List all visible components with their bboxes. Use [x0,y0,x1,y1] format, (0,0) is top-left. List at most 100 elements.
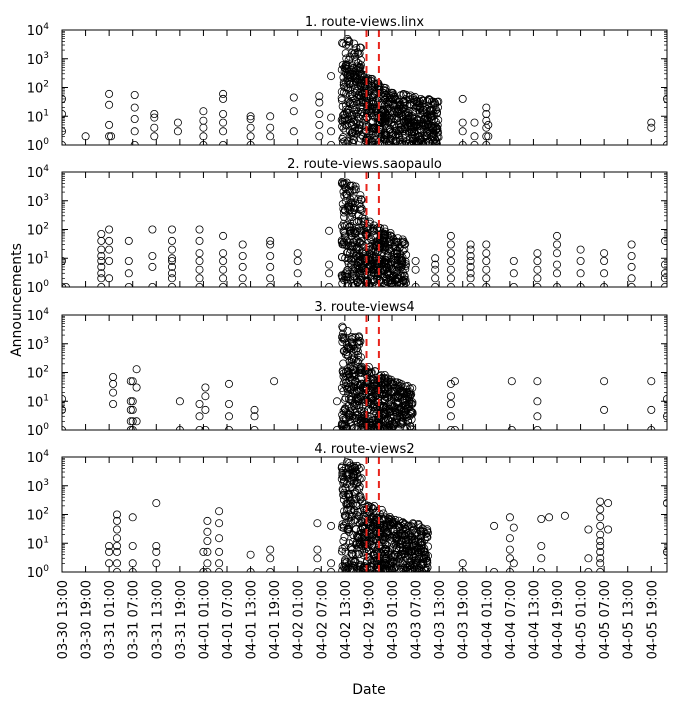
data-point [433,133,442,142]
data-point [342,60,351,69]
data-point [458,118,467,127]
data-point [270,377,279,386]
data-point [401,278,410,287]
data-point [266,274,275,283]
data-point [553,231,562,240]
data-point [126,397,135,406]
data-point [584,554,593,563]
data-point [113,547,122,556]
x-tick-label: 03-30 19:00 [80,580,95,659]
data-point [105,120,114,129]
data-point [195,249,204,258]
data-point [150,110,159,119]
data-point [404,389,413,398]
data-point [466,240,475,249]
data-point [130,127,139,136]
y-tick-label: 104 [27,22,50,39]
data-point [105,100,114,109]
x-tick-label: 04-01 13:00 [245,580,260,659]
data-point [406,391,415,400]
data-point [238,251,247,260]
data-point [152,542,161,551]
y-tick-label: 101 [27,108,49,125]
data-point [341,555,350,564]
data-point [363,222,372,231]
data-point [663,412,667,421]
data-point [356,56,365,65]
data-point [246,550,255,559]
data-point [411,265,420,274]
data-point [344,41,353,50]
x-tick-label: 04-03 07:00 [410,580,425,659]
data-point [576,256,585,265]
data-point [355,49,364,58]
data-point [338,323,347,332]
x-tick-label: 04-01 19:00 [268,580,283,659]
data-point [505,545,514,554]
data-point [340,488,349,497]
data-point [344,504,353,513]
data-point [289,93,298,102]
data-point [351,182,360,191]
data-point [215,507,224,516]
data-point [313,568,322,572]
data-point [401,257,410,266]
data-point [382,566,391,572]
data-point [408,408,417,417]
data-point [402,250,411,259]
data-point [203,559,212,568]
data-point [128,542,137,551]
data-point [354,414,363,423]
data-point [246,123,255,132]
data-point [596,542,605,551]
data-point [553,240,562,249]
data-point [173,118,182,127]
data-point [400,271,409,280]
data-point [507,377,516,386]
data-point [338,329,347,338]
data-point [405,388,414,397]
burst-cluster [337,458,432,572]
data-point [446,399,455,408]
data-point [224,399,233,408]
data-point [584,525,593,534]
data-point [132,365,141,374]
data-point [195,265,204,274]
data-point [219,118,228,127]
data-point [431,260,440,269]
data-point [627,262,636,271]
data-point [627,251,636,260]
data-point [409,520,418,529]
data-point [266,568,275,572]
data-point [423,525,432,534]
data-point [553,269,562,278]
data-point [627,274,636,283]
data-point [386,228,395,237]
data-point [105,256,114,265]
data-point [627,240,636,249]
data-point [400,277,409,286]
data-point [201,392,210,401]
data-point [338,138,347,145]
data-point [376,402,385,411]
data-point [266,132,275,141]
data-point [340,221,349,230]
data-point [219,89,228,98]
data-point [647,123,656,132]
data-point [109,399,118,408]
data-point [266,240,275,249]
data-point [596,497,605,506]
data-point [113,525,122,534]
data-point [327,568,336,572]
x-tick-label: 03-30 13:00 [56,580,71,659]
data-point [663,94,667,103]
data-point [97,245,106,254]
data-point [352,501,361,510]
data-point [470,118,479,127]
data-point [423,533,432,542]
data-point [105,225,114,234]
data-point [130,91,139,100]
data-point [349,49,358,58]
data-point [345,496,354,505]
